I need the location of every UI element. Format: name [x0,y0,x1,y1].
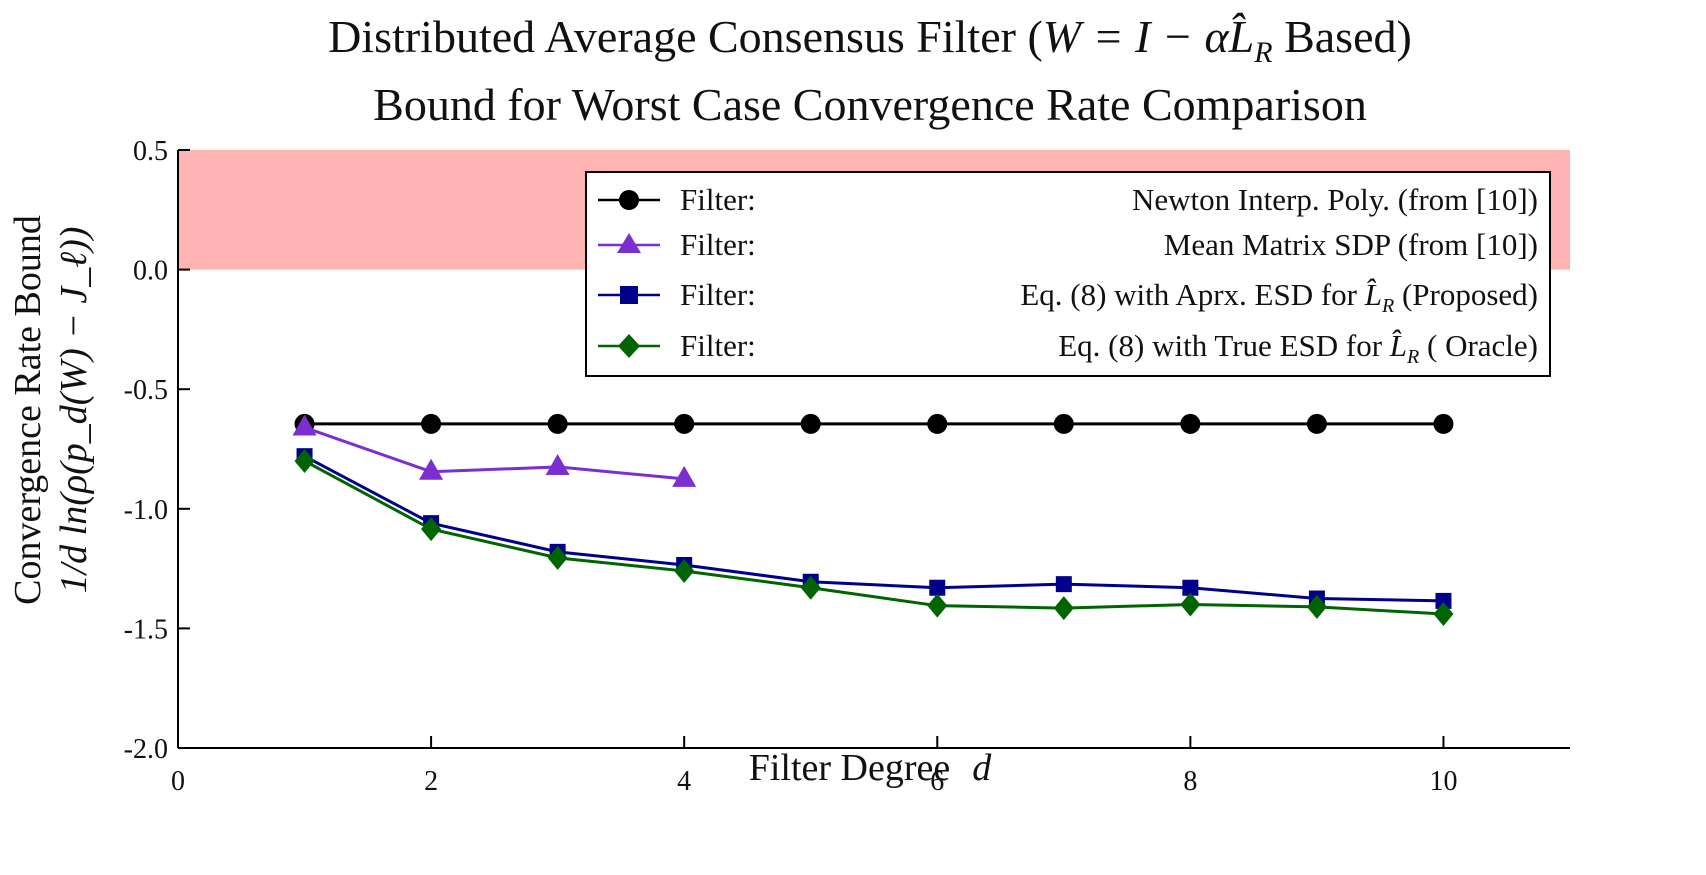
x-axis-label: Filter Degree d [749,747,993,789]
legend-oracle-a: Eq. (8) with True ESD for [1058,328,1390,363]
series-line [304,426,685,481]
legend-proposed-math: L̂ [1364,277,1382,312]
ticks-layer: 0 2 4 6 8 10 -2.0 -1.5 -1.0 -0.5 0.0 0.5 [124,136,1458,797]
y-tick-label: 0.5 [133,136,168,167]
data-point [1306,413,1327,434]
data-point [929,579,946,596]
series-layer [292,413,1454,627]
legend-oracle-sub: R [1406,346,1419,368]
legend-prefix-newton: Filter: [680,182,756,217]
data-point [292,414,317,436]
legend-marker-newton [619,190,639,210]
y-tick-label: 0.0 [133,256,168,287]
legend-label-sdp: Mean Matrix SDP (from [10]) [1164,227,1538,262]
data-point [800,575,821,600]
series-3 [294,448,1454,627]
series-1 [292,414,697,487]
data-point [1180,413,1201,434]
x-axis-label-var: d [972,747,992,789]
legend-proposed-sub: R [1381,295,1394,317]
legend-proposed-b: (Proposed) [1394,277,1538,312]
data-point [419,458,444,480]
legend-box [585,171,1551,377]
data-point [927,413,948,434]
data-point [927,593,948,618]
title-math-sub: R [1253,36,1272,69]
legend-marker-sdp [617,233,641,253]
data-point [1055,576,1072,593]
legend-prefix-proposed: Filter: [680,277,756,312]
chart-title-line1: Distributed Average Consensus Filter (W … [328,11,1412,69]
legend-marker-proposed [620,286,638,304]
data-point [1053,596,1074,621]
title-suffix: Based) [1273,11,1412,62]
data-point [547,413,568,434]
y-tick-label: -2.0 [124,734,168,765]
axes [177,150,1570,749]
legend-proposed-a: Eq. (8) with Aprx. ESD for [1020,277,1364,312]
x-tick-label: 10 [1429,766,1457,797]
legend-prefix-oracle: Filter: [680,328,756,363]
data-point [674,558,695,583]
legend-label-oracle: Eq. (8) with True ESD for L̂R ( Oracle) [1058,328,1538,368]
x-tick-label: 0 [171,766,185,797]
title-math: W = I − αL̂ [1043,11,1254,62]
data-point [1433,602,1454,627]
x-tick-label: 8 [1183,766,1197,797]
series-line [303,454,1444,603]
data-point [800,413,821,434]
data-point [1435,592,1452,609]
data-point [672,465,697,487]
data-point [674,413,695,434]
legend-label-proposed: Eq. (8) with Aprx. ESD for L̂R (Proposed… [1020,277,1538,317]
y-tick-label: -1.0 [124,495,168,526]
data-point [421,517,442,542]
data-point [547,545,568,570]
data-point [421,413,442,434]
legend-entry-newton: Filter: Newton Interp. Poly. (from [10]) [598,182,1538,217]
title-prefix: Distributed Average Consensus Filter ( [328,11,1043,62]
legend-oracle-b: ( Oracle) [1419,328,1538,363]
x-axis-label-text: Filter Degree [749,747,951,789]
y-tick-label: -1.5 [124,614,168,645]
legend: Filter: Newton Interp. Poly. (from [10])… [585,171,1551,377]
legend-label-newton: Newton Interp. Poly. (from [10]) [1132,182,1538,217]
data-point [1180,592,1201,617]
legend-marker-oracle [618,334,640,358]
y-axis-label-line1: Convergence Rate Bound [7,215,49,605]
legend-entry-sdp: Filter: Mean Matrix SDP (from [10]) [598,227,1538,262]
data-point [1433,413,1454,434]
y-tick-label: -0.5 [124,375,168,406]
data-point [1053,413,1074,434]
legend-entry-oracle: Filter: Eq. (8) with True ESD for L̂R ( … [598,328,1538,368]
series-0 [294,413,1454,434]
series-2 [296,448,1452,609]
x-tick-label: 6 [930,766,944,797]
chart-title-line2: Bound for Worst Case Convergence Rate Co… [373,79,1367,130]
data-point [545,453,570,475]
data-point [1306,594,1327,619]
data-point [1182,579,1199,596]
series-line [303,459,1444,616]
y-axis-label-line2: 1/d ln(ρ(p_d(W) − J_ℓ)) [53,227,95,594]
legend-entry-proposed: Filter: Eq. (8) with Aprx. ESD for L̂R (… [598,277,1538,317]
x-tick-label: 4 [677,766,691,797]
legend-prefix-sdp: Filter: [680,227,756,262]
x-tick-label: 2 [424,766,438,797]
data-point [294,448,315,473]
legend-oracle-math: L̂ [1389,328,1407,363]
